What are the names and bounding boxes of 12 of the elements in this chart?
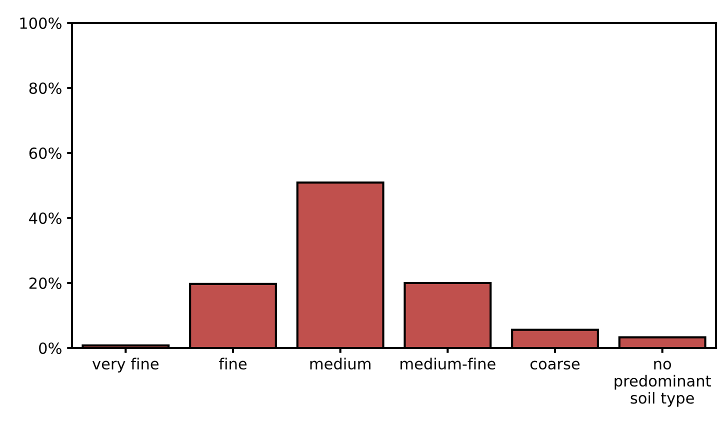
x-tick-label: medium-fine bbox=[400, 358, 496, 370]
y-tick-label: 80% bbox=[29, 82, 62, 94]
x-tick-label: medium bbox=[310, 358, 370, 370]
y-tick-label: 20% bbox=[29, 277, 62, 290]
x-tick-label: fine bbox=[219, 358, 247, 370]
y-tick-label: 100% bbox=[20, 17, 62, 30]
x-tick-label: no predominant soil type bbox=[614, 360, 711, 407]
y-tick-label: 0% bbox=[39, 342, 62, 354]
x-tick-label: coarse bbox=[530, 360, 580, 370]
x-tick-label: very fine bbox=[92, 358, 159, 373]
y-tick-label: 40% bbox=[29, 212, 62, 224]
y-tick-label: 60% bbox=[29, 147, 62, 160]
